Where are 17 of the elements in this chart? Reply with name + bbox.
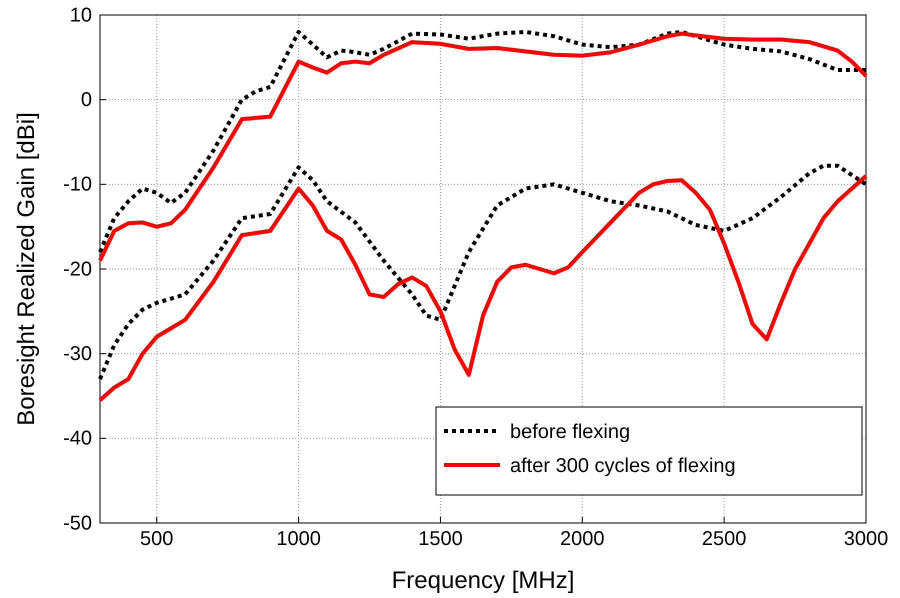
x-tick-label: 3000 — [844, 528, 888, 550]
y-tick-label: 0 — [80, 89, 92, 112]
y-tick-label: -30 — [63, 343, 92, 366]
x-tick-label: 1500 — [418, 528, 463, 550]
y-tick-label: 10 — [70, 4, 92, 26]
x-tick-label: 1000 — [276, 528, 321, 550]
legend-label: before flexing — [510, 421, 630, 443]
x-tick-label: 500 — [140, 528, 174, 550]
y-tick-label: -10 — [63, 174, 92, 196]
legend-label: after 300 cycles of flexing — [510, 455, 736, 477]
y-tick-label: -50 — [63, 512, 92, 534]
x-axis-title: Frequency [MHz] — [392, 567, 574, 594]
y-tick-label: -40 — [63, 428, 92, 450]
y-tick-label: -20 — [63, 258, 92, 280]
y-axis-title: Boresight Realized Gain [dBi] — [13, 112, 40, 426]
x-tick-label: 2000 — [560, 528, 605, 550]
x-tick-label: 2500 — [702, 528, 746, 550]
